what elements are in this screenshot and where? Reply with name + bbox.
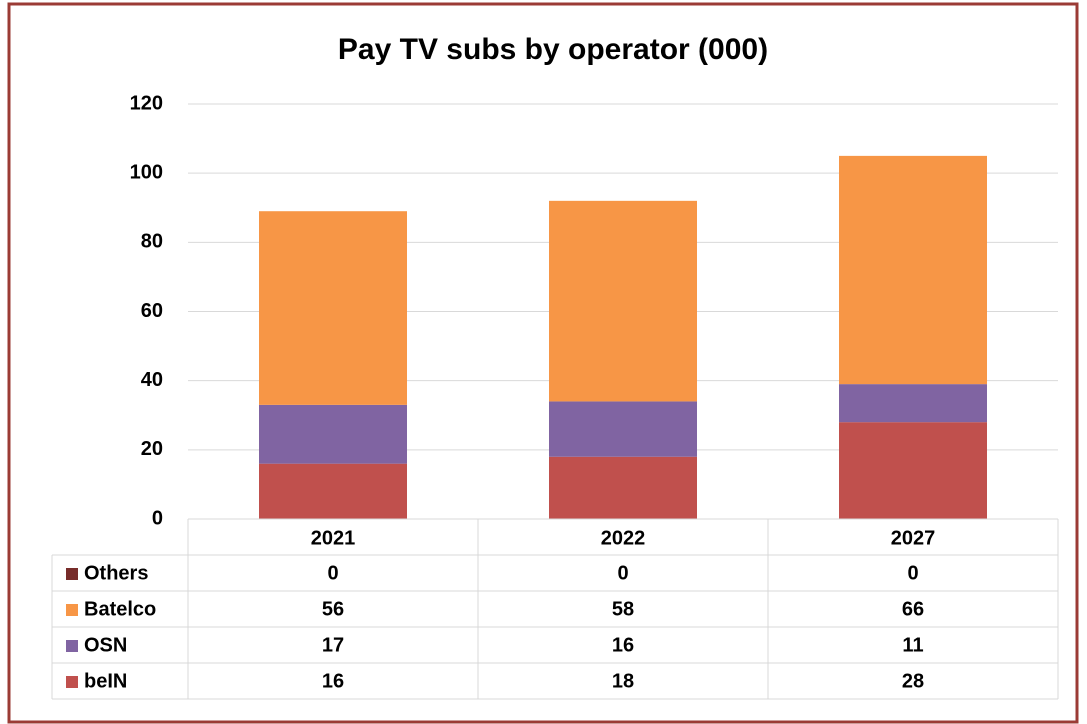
table-value: 66 (902, 598, 924, 620)
y-tick-label: 0 (152, 507, 163, 529)
y-tick-label: 100 (130, 161, 163, 183)
y-tick-label: 80 (141, 231, 163, 253)
legend-key (66, 568, 78, 580)
x-tick-label: 2022 (601, 527, 646, 549)
legend-label: Batelco (84, 598, 156, 620)
x-tick-label: 2027 (891, 527, 936, 549)
bar-segment (259, 404, 407, 464)
y-tick-label: 40 (141, 369, 163, 391)
table-value: 18 (612, 670, 634, 692)
x-tick-label: 2021 (311, 527, 356, 549)
y-tick-label: 20 (141, 438, 163, 460)
legend-key (66, 676, 78, 688)
table-value: 56 (322, 598, 344, 620)
legend-key (66, 640, 78, 652)
y-tick-label: 60 (141, 300, 163, 322)
table-value: 58 (612, 598, 634, 620)
table-value: 11 (902, 634, 923, 656)
bar-segment (259, 463, 407, 519)
table-value: 16 (612, 634, 634, 656)
table-value: 28 (902, 670, 924, 692)
bar-segment (549, 401, 697, 457)
table-value: 0 (907, 562, 918, 584)
legend-label: OSN (84, 634, 127, 656)
table-value: 0 (327, 562, 338, 584)
table-value: 17 (322, 634, 344, 656)
bar-segment (259, 211, 407, 405)
table-value: 16 (322, 670, 344, 692)
chart-title: Pay TV subs by operator (000) (338, 33, 768, 66)
legend-label: beIN (84, 670, 127, 692)
bar-segment (549, 456, 697, 519)
bar-segment (839, 422, 987, 519)
bar-segment (839, 384, 987, 423)
legend-key (66, 604, 78, 616)
bar-segment (549, 200, 697, 402)
y-tick-label: 120 (130, 92, 163, 114)
table-value: 0 (617, 562, 628, 584)
bar-segment (839, 155, 987, 385)
legend-label: Others (84, 562, 148, 584)
